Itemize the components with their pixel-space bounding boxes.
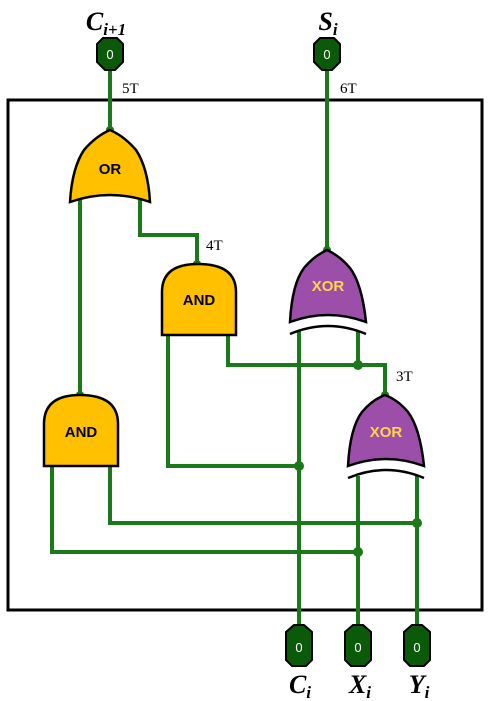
xor-gate-bottom: XOR: [346, 393, 426, 480]
xor-bottom-delay: 3T: [396, 369, 413, 385]
y-input-pin[interactable]: 0: [403, 624, 431, 667]
y-input-value: 0: [413, 640, 420, 655]
wire-and-top-to-or: [138, 198, 199, 264]
junction-dot: [353, 360, 363, 370]
and-gate-bottom: AND: [42, 393, 120, 468]
wire-xor-bottom-out: [356, 331, 387, 397]
and-gate-bottom-label: AND: [65, 424, 98, 441]
sum-label: Si: [318, 7, 337, 39]
carry-out-pin[interactable]: 0: [96, 37, 124, 71]
y-input-label: Yi: [409, 670, 430, 701]
junction-dot: [353, 547, 363, 557]
and-gate-top-label: AND: [183, 292, 216, 309]
or-gate-label: OR: [99, 161, 122, 178]
x-input-pin[interactable]: 0: [344, 624, 372, 667]
x-input-value: 0: [354, 640, 361, 655]
circuit-frame: [6, 98, 484, 612]
wire-yi-to-and: [108, 463, 419, 525]
carry-in-pin[interactable]: 0: [285, 624, 313, 667]
sum-pin[interactable]: 0: [313, 37, 341, 71]
carry-out-delay: 5T: [122, 81, 139, 97]
x-input-label: Xi: [348, 670, 371, 701]
wire-half-sum-to-and: [226, 331, 360, 367]
or-gate: OR: [68, 128, 152, 204]
and-top-delay: 4T: [206, 238, 223, 254]
xor-gate-bottom-label: XOR: [370, 424, 403, 441]
sum-value: 0: [323, 47, 330, 62]
wire-xi-to-and: [50, 463, 360, 554]
carry-out-value: 0: [106, 47, 113, 62]
xor-gate-top-label: XOR: [312, 278, 345, 295]
xor-gate-top: XOR: [288, 248, 368, 336]
wires: [50, 66, 419, 634]
carry-out-label: Ci+1: [86, 7, 126, 39]
and-gate-top: AND: [160, 262, 238, 337]
carry-in-value: 0: [295, 640, 302, 655]
junction-dot: [294, 461, 304, 471]
sum-delay: 6T: [340, 81, 357, 97]
wire-ci-to-and: [166, 331, 301, 468]
junction-dot: [412, 518, 422, 528]
carry-in-label: Ci: [289, 670, 311, 701]
